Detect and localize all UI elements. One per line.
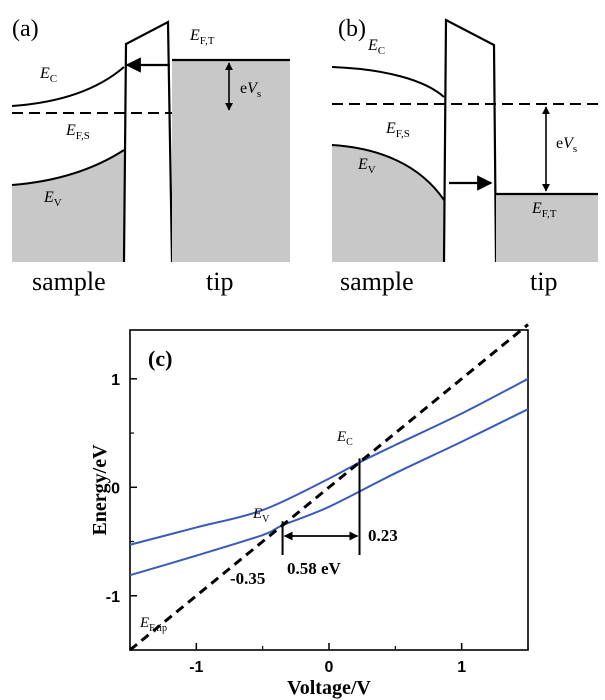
series-line-e-f-tip — [129, 323, 529, 652]
ev-curve-label: EV — [252, 506, 270, 525]
series-line-e-v — [129, 408, 529, 577]
panel-b-tag: (b) — [338, 16, 366, 42]
evs-label: eVs — [240, 80, 261, 100]
vacuum-barrier — [122, 20, 174, 263]
panel-a: (a) EC EF,S EV EF,T eVs s — [11, 16, 290, 296]
tip-label: tip — [530, 267, 557, 296]
ev-voltage-annotation: -0.35 — [230, 569, 265, 588]
efs-label: EF,S — [65, 122, 90, 142]
eftip-curve-label: EF,tip — [139, 615, 167, 634]
panel-c: -1 0 1 -1 0 1 (c) Voltage/V Energy/eV EC EV E… — [89, 323, 529, 699]
eft-label: EF,T — [531, 200, 557, 220]
tip-filled-states — [496, 194, 598, 262]
sample-valence-band-fill — [12, 150, 124, 262]
ec-label: EC — [367, 37, 385, 57]
sample-conduction-band-edge — [331, 66, 445, 98]
x-tick-label: -1 — [189, 659, 203, 676]
tick-group: -1 0 1 -1 0 1 — [106, 372, 529, 676]
sample-valence-band-fill — [332, 145, 444, 262]
x-tick-label: 0 — [325, 659, 334, 676]
annotation-group — [281, 458, 361, 555]
ec-curve-label: EC — [336, 429, 353, 448]
efs-label: EF,S — [385, 120, 410, 140]
eft-label: EF,T — [189, 27, 215, 47]
y-tick-label: 1 — [111, 372, 120, 389]
panel-c-tag: (c) — [148, 346, 172, 371]
x-axis-label: Voltage/V — [287, 677, 371, 699]
evs-label: eVs — [556, 135, 577, 155]
sample-valence-band-edge — [331, 144, 445, 201]
ec-label: EC — [39, 65, 57, 85]
ev-label: EV — [357, 156, 376, 176]
gap-annotation: 0.58 eV — [287, 559, 342, 578]
sample-valence-band-edge — [11, 149, 125, 186]
y-tick-label: -1 — [106, 589, 120, 606]
sample-label: sample — [340, 267, 414, 296]
ev-label: EV — [43, 189, 62, 209]
panel-a-tag: (a) — [12, 16, 39, 42]
tip-label: tip — [206, 267, 233, 296]
x-tick-label: 1 — [457, 659, 466, 676]
sample-label: sample — [32, 267, 106, 296]
series-group — [129, 323, 529, 652]
vacuum-barrier — [442, 18, 498, 263]
panel-b: (b) EC EF,S EV EF,T eVs s — [331, 16, 598, 296]
ec-voltage-annotation: 0.23 — [368, 526, 398, 545]
y-tick-label: 0 — [111, 480, 120, 497]
series-line-e-c — [129, 377, 529, 546]
y-axis-label: Energy/eV — [89, 444, 111, 536]
sample-conduction-band-edge — [11, 66, 125, 107]
tip-filled-states — [172, 60, 290, 262]
